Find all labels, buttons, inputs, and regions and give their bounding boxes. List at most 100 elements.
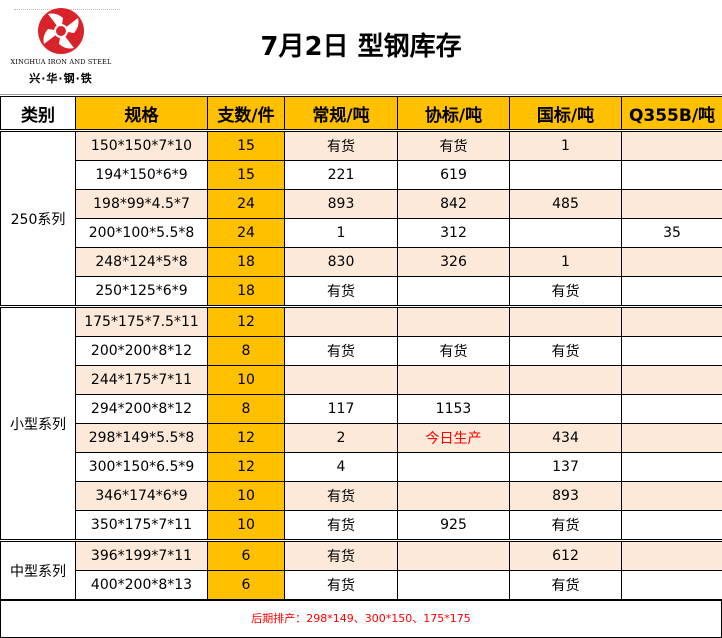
inventory-table: 类别 规格 支数/件 常规/吨 协标/吨 国标/吨 Q355B/吨 250系列 …	[0, 96, 722, 600]
qty-cell: 8	[207, 394, 285, 424]
column-header: 常规/吨	[284, 96, 398, 131]
q355b-cell: 35	[621, 218, 722, 248]
qty-cell: 10	[207, 510, 285, 541]
q355b-cell	[621, 247, 722, 277]
changgui-cell	[284, 365, 398, 395]
spec-cell: 346*174*6*9	[75, 481, 208, 511]
spec-cell: 200*100*5.5*8	[75, 218, 208, 248]
qty-cell: 10	[207, 481, 285, 511]
page-title: 7月2日 型钢库存	[260, 32, 462, 62]
spec-cell: 250*125*6*9	[75, 276, 208, 307]
table-row: 250*125*6*9 18 有货 有货	[1, 276, 722, 307]
q355b-cell	[621, 336, 722, 366]
changgui-cell	[284, 305, 398, 337]
q355b-cell	[621, 365, 722, 395]
spec-cell: 400*200*8*13	[75, 570, 208, 600]
spec-cell: 150*150*7*10	[75, 129, 208, 161]
qty-cell: 18	[207, 276, 285, 307]
q355b-cell	[621, 276, 722, 307]
changgui-cell: 有货	[284, 510, 398, 541]
q355b-cell	[621, 189, 722, 219]
column-header: 类别	[0, 96, 76, 131]
column-header: Q355B/吨	[621, 96, 722, 131]
guobiao-cell: 137	[509, 452, 622, 482]
spec-cell: 298*149*5.5*8	[75, 423, 208, 453]
xiebiao-cell: 有货	[397, 336, 510, 366]
changgui-cell: 830	[284, 247, 398, 277]
category-cell: 中型系列	[0, 539, 76, 600]
guobiao-cell: 有货	[509, 510, 622, 541]
qty-cell: 15	[207, 129, 285, 161]
q355b-cell	[621, 510, 722, 541]
spec-cell: 198*99*4.5*7	[75, 189, 208, 219]
spec-cell: 194*150*6*9	[75, 160, 208, 190]
qty-cell: 8	[207, 336, 285, 366]
changgui-cell: 893	[284, 189, 398, 219]
changgui-cell: 221	[284, 160, 398, 190]
company-logo: XINGHUA IRON AND STEEL 兴·华·钢·铁	[6, 4, 120, 90]
guobiao-cell	[509, 218, 622, 248]
guobiao-cell: 有货	[509, 336, 622, 366]
table-header-row: 类别 规格 支数/件 常规/吨 协标/吨 国标/吨 Q355B/吨	[0, 96, 722, 131]
guobiao-cell	[509, 305, 622, 337]
guobiao-cell: 1	[509, 247, 622, 277]
changgui-cell: 有货	[284, 481, 398, 511]
q355b-cell	[621, 452, 722, 482]
table-row: 346*174*6*9 10 有货 893	[1, 481, 722, 511]
logo-english-name: XINGHUA IRON AND STEEL	[10, 58, 112, 66]
xiebiao-cell	[397, 365, 510, 395]
table-row: 244*175*7*11 10	[1, 365, 722, 395]
table-row: 200*100*5.5*8 24 1 312 35	[1, 218, 722, 248]
qty-cell: 12	[207, 423, 285, 453]
changgui-cell: 有货	[284, 276, 398, 307]
guobiao-cell: 有货	[509, 276, 622, 307]
qty-cell: 6	[207, 539, 285, 571]
xiebiao-cell	[397, 305, 510, 337]
table-row: 248*124*5*8 18 830 326 1	[1, 247, 722, 277]
xiebiao-cell: 1153	[397, 394, 510, 424]
column-header: 规格	[75, 96, 208, 131]
xiebiao-cell	[397, 276, 510, 307]
qty-cell: 12	[207, 305, 285, 337]
q355b-cell	[621, 160, 722, 190]
xiebiao-cell: 312	[397, 218, 510, 248]
table-row: 250系列 150*150*7*10 15 有货 有货 1	[0, 129, 722, 307]
changgui-cell: 117	[284, 394, 398, 424]
table-row: 294*200*8*12 8 117 1153	[1, 394, 722, 424]
spec-cell: 294*200*8*12	[75, 394, 208, 424]
spec-cell: 396*199*7*11	[75, 539, 208, 571]
xiebiao-cell-production-note: 今日生产	[397, 423, 510, 453]
category-cell: 小型系列	[0, 305, 76, 541]
column-header: 国标/吨	[509, 96, 622, 131]
spec-cell: 244*175*7*11	[75, 365, 208, 395]
table-row: 200*200*8*12 8 有货 有货 有货	[1, 336, 722, 366]
q355b-cell	[621, 539, 722, 571]
guobiao-cell	[509, 365, 622, 395]
table-row: 300*150*6.5*9 12 4 137	[1, 452, 722, 482]
logo-chinese-name: 兴·华·钢·铁	[29, 72, 93, 85]
spec-cell: 350*175*7*11	[75, 510, 208, 541]
xiebiao-cell	[397, 539, 510, 571]
changgui-cell: 有货	[284, 570, 398, 600]
qty-cell: 24	[207, 189, 285, 219]
changgui-cell: 2	[284, 423, 398, 453]
table-row: 350*175*7*11 10 有货 925 有货	[1, 510, 722, 541]
qty-cell: 6	[207, 570, 285, 600]
q355b-cell	[621, 129, 722, 161]
table-row: 400*200*8*13 6 有货 有货	[1, 570, 722, 600]
spec-cell: 175*175*7.5*11	[75, 305, 208, 337]
guobiao-cell: 485	[509, 189, 622, 219]
changgui-cell: 有货	[284, 129, 398, 161]
page-header: XINGHUA IRON AND STEEL 兴·华·钢·铁 7月2日 型钢库存	[0, 0, 722, 95]
xiebiao-cell: 326	[397, 247, 510, 277]
spec-cell: 200*200*8*12	[75, 336, 208, 366]
changgui-cell: 1	[284, 218, 398, 248]
table-row: 中型系列 396*199*7*11 6 有货 612	[0, 539, 722, 600]
guobiao-cell: 1	[509, 129, 622, 161]
qty-cell: 18	[207, 247, 285, 277]
changgui-cell: 有货	[284, 336, 398, 366]
q355b-cell	[621, 481, 722, 511]
spec-cell: 300*150*6.5*9	[75, 452, 208, 482]
xiebiao-cell: 925	[397, 510, 510, 541]
qty-cell: 15	[207, 160, 285, 190]
